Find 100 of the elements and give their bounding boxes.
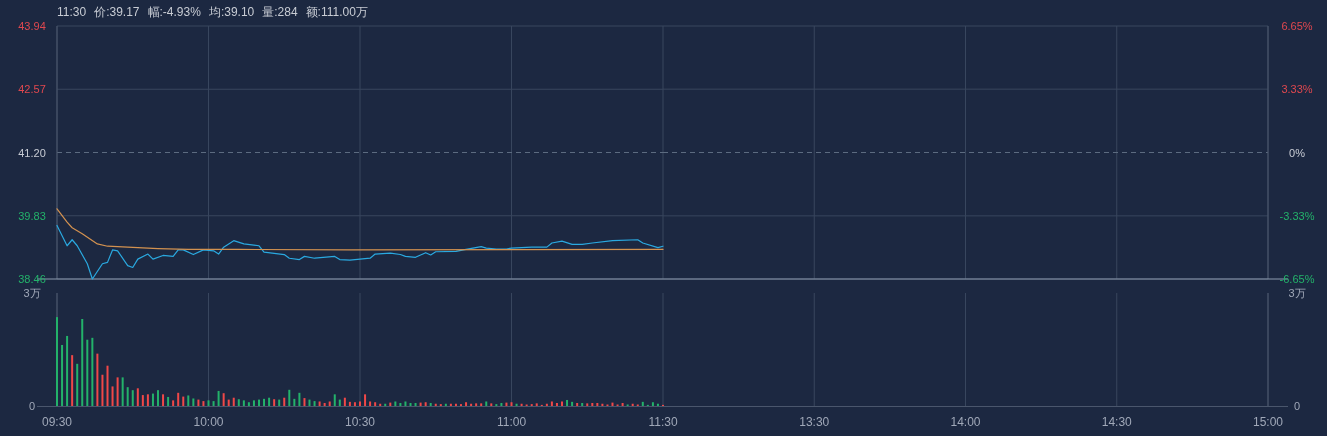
bar — [550, 401, 553, 406]
bar — [621, 402, 624, 406]
bar — [131, 390, 134, 406]
bar — [202, 401, 205, 406]
bar — [323, 402, 326, 406]
bar — [56, 317, 58, 406]
bar — [283, 397, 286, 406]
bar — [500, 402, 503, 406]
bar — [146, 394, 149, 406]
bar — [298, 392, 301, 406]
bar — [268, 397, 271, 406]
x-tick-label: 14:30 — [1101, 415, 1133, 429]
bar — [465, 402, 468, 406]
y-tick-label: -3.33% — [1279, 209, 1315, 222]
bar — [328, 401, 331, 406]
bar — [247, 402, 250, 406]
y-tick-label: 43.94 — [18, 20, 46, 32]
bar — [429, 402, 432, 406]
bar — [475, 403, 478, 406]
bar — [278, 399, 281, 406]
x-tick-label: 10:30 — [344, 415, 376, 429]
text: 价:39.17 — [93, 5, 140, 19]
text: 幅:-4.93% — [147, 5, 202, 19]
bar — [61, 344, 64, 406]
y-tick-label: 41.20 — [18, 146, 46, 159]
bar — [76, 363, 79, 406]
bar — [318, 401, 321, 406]
bar — [192, 398, 195, 406]
x-tick-label: 11:30 — [648, 415, 678, 429]
bar — [348, 401, 351, 406]
bar — [252, 400, 255, 406]
bar — [641, 401, 644, 406]
x-tick-label: 11:00 — [496, 415, 527, 429]
bar — [404, 401, 407, 406]
bar — [399, 402, 402, 406]
bar — [126, 387, 129, 406]
bar — [106, 365, 109, 406]
bar — [303, 398, 306, 406]
bar — [535, 403, 538, 406]
bar — [212, 401, 215, 406]
bar — [394, 401, 397, 406]
bar — [485, 401, 488, 406]
bar — [258, 399, 261, 406]
bar — [313, 401, 316, 406]
bar — [156, 390, 159, 406]
bar — [96, 353, 99, 406]
text: 额:111.00万 — [305, 5, 368, 19]
bar — [374, 402, 377, 406]
y-tick-label: 38.46 — [18, 273, 46, 285]
y-tick-label: 3万 — [23, 287, 41, 299]
y-tick-label: 3万 — [1288, 287, 1306, 299]
bar — [91, 337, 94, 406]
bar — [237, 399, 240, 406]
bar — [242, 400, 245, 406]
bar — [197, 399, 200, 406]
bar — [571, 401, 574, 406]
bar — [141, 395, 144, 406]
bar — [116, 377, 119, 406]
bar — [308, 399, 311, 406]
bar — [172, 400, 175, 406]
bar — [561, 401, 564, 406]
y-tick-label: 0 — [28, 400, 36, 412]
bar — [566, 399, 569, 406]
bar — [207, 400, 210, 406]
bar — [555, 402, 558, 406]
x-tick-label: 14:00 — [950, 415, 981, 429]
bar — [66, 335, 69, 406]
bar — [596, 402, 599, 406]
y-tick-label: 42.57 — [18, 83, 46, 96]
bar — [162, 394, 165, 406]
bar — [490, 403, 493, 406]
text: 量:284 — [262, 5, 298, 19]
bar — [293, 398, 296, 406]
bar — [576, 402, 579, 406]
bar — [288, 389, 291, 406]
bar — [177, 392, 180, 406]
bar — [333, 394, 336, 406]
bar — [86, 339, 89, 406]
bar — [273, 399, 276, 406]
bar — [151, 393, 154, 406]
bar — [414, 402, 417, 406]
bar — [369, 401, 372, 406]
bar — [364, 394, 367, 406]
bar — [586, 403, 589, 406]
x-tick-label: 09:30 — [41, 415, 73, 429]
y-tick-label: 0% — [1289, 146, 1306, 159]
bar — [121, 377, 124, 406]
bar — [480, 403, 483, 406]
bar — [353, 402, 356, 406]
x-tick-label: 10:00 — [193, 415, 224, 429]
bar — [222, 393, 225, 406]
y-tick-label: -6.65% — [1279, 273, 1315, 285]
bar — [136, 388, 139, 406]
bar — [510, 402, 513, 406]
x-tick-label: 15:00 — [1252, 415, 1284, 429]
bar — [263, 398, 266, 406]
bar — [232, 397, 235, 406]
y-tick-label: 3.33% — [1281, 83, 1313, 96]
bar — [409, 402, 412, 406]
bar — [187, 395, 190, 406]
